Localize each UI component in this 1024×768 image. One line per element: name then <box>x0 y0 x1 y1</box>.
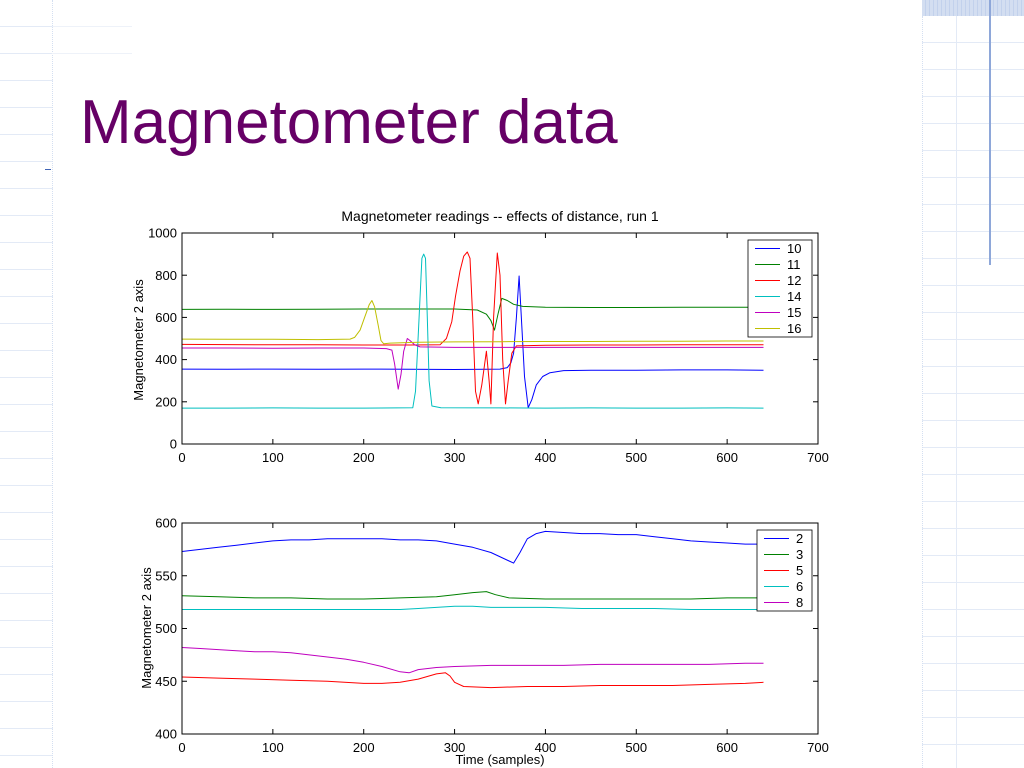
x-tick-label: 700 <box>807 450 829 465</box>
accent-dash <box>45 169 51 170</box>
chart-2-svg: Magnetometer 2 axis Time (samples) 0 100 2… <box>139 516 829 767</box>
plot-area <box>182 233 818 444</box>
y-tick-label: 0 <box>170 437 177 452</box>
y-tick-label: 500 <box>155 621 177 636</box>
y-tick-label: 450 <box>155 674 177 689</box>
chart-1-svg: Magnetometer readings -- effects of dist… <box>131 208 829 465</box>
series-line-2 <box>181 530 764 564</box>
background-grid-right <box>922 16 1024 768</box>
background-grid-left <box>0 0 53 768</box>
x-tick-label: 600 <box>716 740 738 755</box>
x-tick-label: 200 <box>353 740 375 755</box>
legend-item-3: 3 <box>764 547 803 562</box>
legend-label: 16 <box>787 321 801 336</box>
x-tick-label: 300 <box>444 740 466 755</box>
series-group <box>181 251 764 409</box>
series-line-11 <box>181 297 764 331</box>
x-tick-label: 400 <box>535 450 557 465</box>
y-tick-label: 1000 <box>148 226 177 241</box>
legend-label: 2 <box>796 531 803 546</box>
y-tick-label: 600 <box>155 516 177 531</box>
legend-item-12: 12 <box>755 273 801 288</box>
y-tick-label: 550 <box>155 568 177 583</box>
y-axis: 400 450 500 550 600 <box>155 516 818 742</box>
chart-distance-readings: Magnetometer readings -- effects of dist… <box>120 205 840 470</box>
legend-item-6: 6 <box>764 579 803 594</box>
x-tick-label: 500 <box>625 740 647 755</box>
series-line-16 <box>181 300 764 345</box>
axes-box <box>181 232 819 445</box>
chart-time-readings: Magnetometer 2 axis Time (samples) 0 100 2… <box>120 510 840 768</box>
x-tick-label: 100 <box>262 740 284 755</box>
legend-label: 14 <box>787 289 801 304</box>
legend-label: 15 <box>787 305 801 320</box>
x-axis: 0 100 200 300 400 500 600 700 <box>178 523 829 755</box>
x-tick-label: 400 <box>535 740 557 755</box>
plot-layer: 0 100 200 300 400 500 600 700 400 450 500 550 600 <box>155 516 829 755</box>
x-tick-label: 700 <box>807 740 829 755</box>
legend-item-11: 11 <box>755 257 801 272</box>
y-tick-label: 200 <box>155 394 177 409</box>
background-grid-top <box>52 0 132 60</box>
x-tick-label: 0 <box>178 740 185 755</box>
y-axis-label: Magnetometer 2 axis <box>131 279 146 401</box>
legend-item-2: 2 <box>764 531 803 546</box>
accent-line <box>989 0 991 265</box>
series-line-12 <box>181 251 764 405</box>
plot-layer: 0 100 200 300 400 500 600 700 0 200 400 600 800 1000 <box>148 226 829 465</box>
y-tick-label: 800 <box>155 268 177 283</box>
x-tick-label: 0 <box>178 450 185 465</box>
legend-label: 10 <box>787 241 801 256</box>
x-axis: 0 100 200 300 400 500 600 700 <box>178 233 829 465</box>
series-line-6 <box>182 605 764 610</box>
legend-box <box>747 239 813 338</box>
legend-item-16: 16 <box>755 321 801 336</box>
x-tick-label: 300 <box>444 450 466 465</box>
plot-area <box>182 523 818 734</box>
legend-item-8: 8 <box>764 595 803 610</box>
y-axis: 0 200 400 600 800 1000 <box>148 226 818 452</box>
background-rule <box>956 16 957 768</box>
legend-item-15: 15 <box>755 305 801 320</box>
x-tick-label: 200 <box>353 450 375 465</box>
y-axis-label: Magnetometer 2 axis <box>139 567 154 689</box>
series-line-10 <box>181 275 764 409</box>
series-line-14 <box>182 253 764 409</box>
legend-item-14: 14 <box>755 289 801 304</box>
chart-title: Magnetometer readings -- effects of dist… <box>341 208 658 224</box>
x-axis-label: Time (samples) <box>455 752 544 767</box>
series-line-15 <box>182 338 764 390</box>
legend-label: 11 <box>787 257 801 272</box>
y-tick-label: 400 <box>155 352 177 367</box>
slide-title: Magnetometer data <box>80 88 618 157</box>
series-line-8 <box>181 647 764 674</box>
legend-label: 12 <box>787 273 801 288</box>
corner-box <box>922 0 1024 16</box>
x-tick-label: 600 <box>716 450 738 465</box>
y-tick-label: 600 <box>155 310 177 325</box>
legend-item-10: 10 <box>755 241 801 256</box>
series-group <box>181 530 764 689</box>
legend-item-5: 5 <box>764 563 803 578</box>
x-tick-label: 500 <box>625 450 647 465</box>
legend-label: 3 <box>796 547 803 562</box>
series-line-3 <box>181 591 764 600</box>
legend-label: 8 <box>796 595 803 610</box>
y-tick-label: 400 <box>155 727 177 742</box>
series-line-5 <box>181 672 764 689</box>
legend-label: 5 <box>796 563 803 578</box>
legend-label: 6 <box>796 579 803 594</box>
x-tick-label: 100 <box>262 450 284 465</box>
